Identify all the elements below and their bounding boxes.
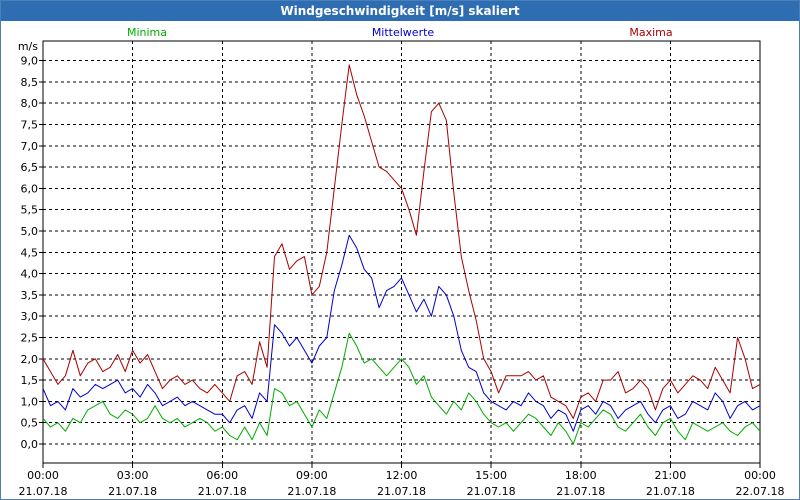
legend-maxima: Maxima [629, 26, 672, 39]
y-tick-label: 0,0 [21, 438, 39, 451]
y-tick-label: 5,0 [21, 225, 39, 238]
y-tick-label: 4,0 [21, 268, 39, 281]
y-tick-label: 2,0 [21, 353, 39, 366]
y-tick-label: 8,0 [21, 97, 39, 110]
x-tick-date: 21.07.18 [377, 485, 426, 498]
y-axis-label: m/s [18, 40, 38, 53]
window-title: Windgeschwindigkeit [m/s] skaliert [1, 1, 799, 21]
x-tick-time: 18:00 [565, 469, 597, 482]
y-tick-label: 9,0 [21, 55, 39, 68]
y-tick-label: 4,5 [21, 246, 39, 259]
y-tick-label: 0,5 [21, 417, 39, 430]
legend-minima: Minima [127, 26, 167, 39]
y-tick-label: 3,0 [21, 310, 39, 323]
x-tick-time: 12:00 [386, 469, 418, 482]
y-tick-label: 6,5 [21, 161, 39, 174]
series-line-mittelwerte [42, 234, 761, 432]
x-tick-date: 21.07.18 [198, 485, 247, 498]
series-line-minima [42, 332, 761, 445]
x-tick-time: 21:00 [655, 469, 687, 482]
x-tick-time: 03:00 [117, 469, 149, 482]
y-tick-label: 2,5 [21, 332, 39, 345]
x-tick-time: 06:00 [206, 469, 238, 482]
y-tick-label: 1,5 [21, 374, 39, 387]
x-tick-date: 21.07.18 [556, 485, 605, 498]
x-tick-time: 00:00 [27, 469, 59, 482]
x-tick-date: 21.07.18 [108, 485, 157, 498]
x-tick-date: 21.07.18 [19, 485, 68, 498]
x-tick-date: 21.07.18 [646, 485, 695, 498]
y-tick-label: 3,5 [21, 289, 39, 302]
y-tick-label: 8,5 [21, 76, 39, 89]
y-tick-label: 7,0 [21, 140, 39, 153]
series-line-maxima [42, 64, 761, 419]
y-tick-label: 6,0 [21, 182, 39, 195]
x-tick-time: 15:00 [475, 469, 507, 482]
legend-mittelwerte: Mittelwerte [372, 26, 435, 39]
x-tick-time: 00:00 [744, 469, 776, 482]
y-tick-label: 5,5 [21, 204, 39, 217]
x-tick-date: 22.07.18 [736, 485, 785, 498]
x-tick-time: 09:00 [296, 469, 328, 482]
x-tick-date: 21.07.18 [287, 485, 336, 498]
x-tick-date: 21.07.18 [467, 485, 516, 498]
y-tick-label: 1,0 [21, 395, 39, 408]
y-tick-label: 7,5 [21, 119, 39, 132]
